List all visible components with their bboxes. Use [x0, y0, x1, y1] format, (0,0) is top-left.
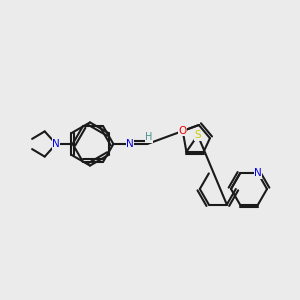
Text: H: H	[146, 132, 153, 142]
Text: N: N	[254, 168, 262, 178]
Text: N: N	[52, 139, 60, 149]
Text: S: S	[194, 130, 201, 140]
Text: O: O	[178, 126, 187, 136]
Text: N: N	[126, 139, 134, 149]
